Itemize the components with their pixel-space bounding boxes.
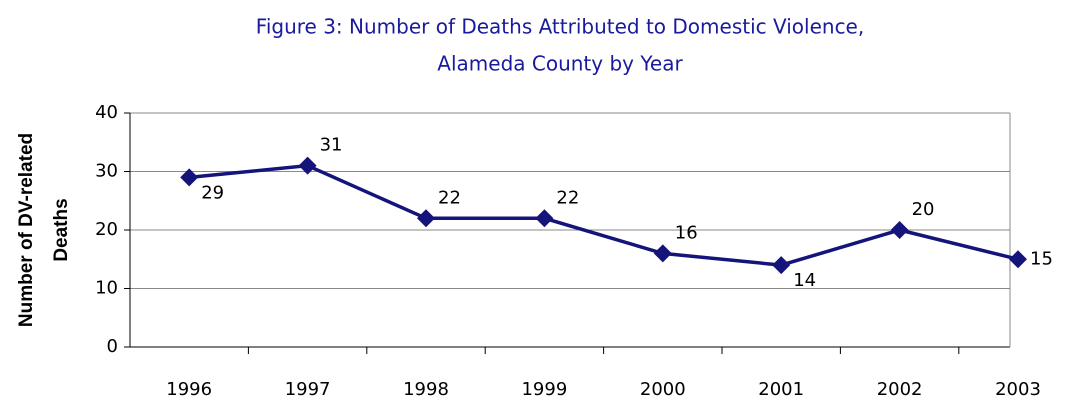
y-axis-label: Number of DV-related bbox=[16, 133, 37, 327]
x-tick-label: 1997 bbox=[285, 379, 331, 400]
data-label: 16 bbox=[675, 222, 698, 243]
data-label: 22 bbox=[556, 187, 579, 208]
x-tick-label: 2000 bbox=[640, 379, 686, 400]
x-tick-label: 1998 bbox=[403, 379, 449, 400]
marker bbox=[180, 168, 199, 187]
marker bbox=[772, 256, 791, 275]
y-axis-label: Deaths bbox=[51, 198, 72, 261]
marker bbox=[1009, 250, 1027, 269]
y-tick-label: 20 bbox=[95, 219, 118, 240]
x-tick-label: 1999 bbox=[521, 379, 567, 400]
x-tick-label: 1996 bbox=[166, 379, 212, 400]
marker bbox=[653, 244, 672, 263]
y-tick-label: 40 bbox=[95, 102, 118, 123]
marker bbox=[298, 156, 317, 175]
x-tick-label: 2002 bbox=[877, 379, 923, 400]
data-label: 14 bbox=[793, 270, 816, 291]
data-label: 22 bbox=[438, 187, 461, 208]
series-line bbox=[189, 163, 1019, 267]
chart-title: Alameda County by Year bbox=[437, 52, 683, 76]
y-tick-label: 0 bbox=[107, 336, 118, 357]
y-tick-label: 10 bbox=[95, 278, 118, 299]
chart-title: Figure 3: Number of Deaths Attributed to… bbox=[256, 15, 864, 39]
x-tick-label: 2003 bbox=[995, 379, 1041, 400]
marker bbox=[535, 209, 554, 228]
y-tick-label: 30 bbox=[95, 161, 118, 182]
data-label: 20 bbox=[912, 199, 935, 220]
data-label: 31 bbox=[320, 135, 343, 156]
marker bbox=[890, 221, 909, 239]
marker bbox=[417, 209, 435, 228]
data-label: 29 bbox=[201, 182, 224, 203]
data-label: 15 bbox=[1030, 248, 1053, 269]
x-tick-label: 2001 bbox=[758, 379, 804, 400]
